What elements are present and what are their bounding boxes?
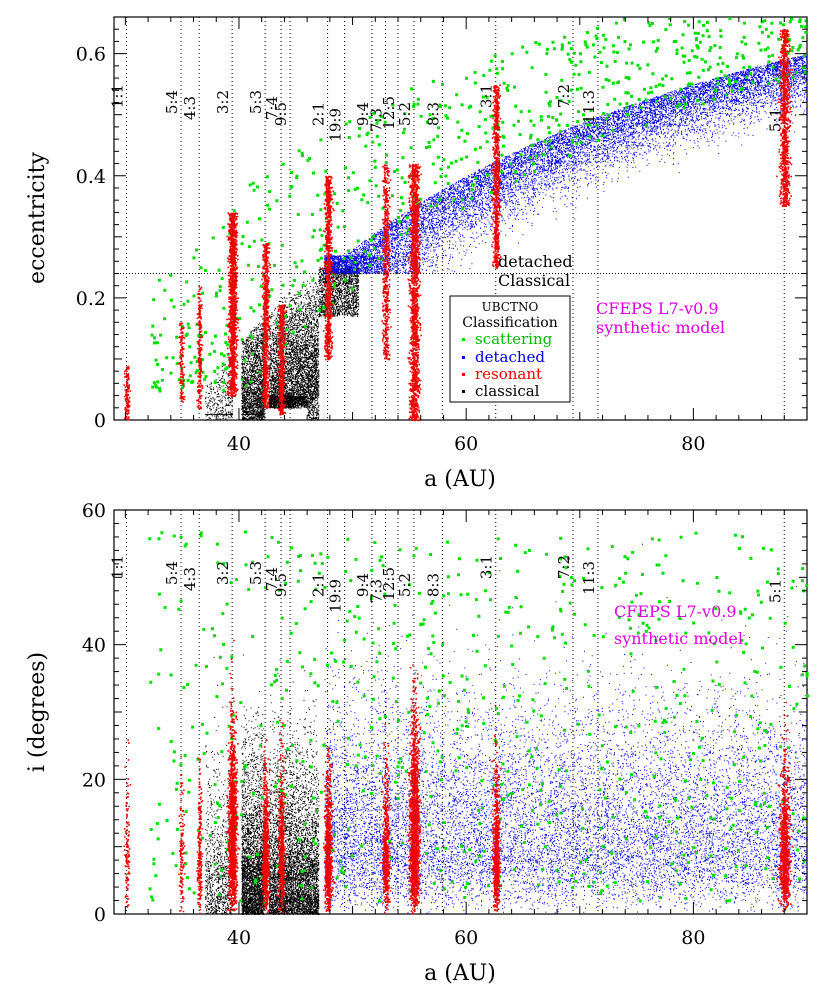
top-y-tick-label: 0 <box>94 410 106 432</box>
bot-resonance-label: 19:9 <box>327 579 345 613</box>
top-y-tick-label: 0.6 <box>76 44 106 66</box>
bottom-resonance-labels: 1:1 5:4 4:3 3:2 5:37:49:5 2:1 19:9 9:47:312:55:… <box>108 555 784 613</box>
top-resonance-label: 7:3 <box>368 108 386 132</box>
legend-title-1: UBCTNO <box>482 300 539 314</box>
bot-x-tick-label: 40 <box>227 927 251 949</box>
region-label-detached: detached <box>498 252 573 271</box>
top-resonance-label: 7:2 <box>555 84 573 108</box>
bot-y-tick-label: 20 <box>82 769 106 791</box>
bot-x-tick-label: 60 <box>454 927 478 949</box>
top-resonance-labels: 1:1 5:4 4:3 3:2 5:37:49:5 2:1 19:9 9:47:312:55:… <box>108 84 784 142</box>
bot-resonance-label: 11:3 <box>580 561 598 595</box>
bottom-scatter-points <box>148 530 810 915</box>
legend-entry-detached: detached <box>462 348 545 366</box>
point-cloud-000000 <box>204 654 320 915</box>
legend-marker-resonant <box>462 373 465 376</box>
bot-resonance-label: 5:1 <box>766 579 784 603</box>
top-resonance-label: 5:3 <box>247 90 265 114</box>
bot-resonance-label: 8:3 <box>424 573 442 597</box>
top-x-axis-title: a (AU) <box>424 467 496 492</box>
bottom-model-label-line2: synthetic model <box>614 629 743 648</box>
bot-resonance-label: 4:3 <box>181 567 199 591</box>
top-resonance-label: 8:3 <box>424 102 442 126</box>
bot-y-tick-label: 0 <box>94 904 106 926</box>
point-cloud-00dd00 <box>148 530 810 904</box>
top-x-tick-label: 80 <box>681 433 705 455</box>
bot-resonance-label: 9:4 <box>354 573 372 597</box>
top-resonance-label: 9:4 <box>354 102 372 126</box>
legend-entry-classical: classical <box>462 382 540 400</box>
bot-resonance-label: 2:1 <box>310 573 328 597</box>
legend-entry-scattering: scattering <box>462 330 553 348</box>
top-resonance-label: 19:9 <box>327 108 345 142</box>
top-x-ticks: 40 60 80 <box>124 17 808 455</box>
bot-resonance-label: 3:1 <box>478 555 496 579</box>
top-x-tick-label: 60 <box>454 433 478 455</box>
legend-label-detached: detached <box>475 348 545 366</box>
top-resonance-label: 3:2 <box>214 90 232 114</box>
bottom-model-label-line1: CFEPS L7-v0.9 <box>614 602 737 621</box>
legend-title-2: Classification <box>462 315 557 331</box>
top-resonance-label: 11:3 <box>580 90 598 124</box>
top-resonance-label: 12:5 <box>380 96 398 130</box>
bot-resonance-label: 5:2 <box>396 573 414 597</box>
legend: UBCTNO Classification scattering detache… <box>449 295 571 403</box>
top-resonance-label: 3:1 <box>478 84 496 108</box>
top-resonance-label: 7:4 <box>263 96 281 120</box>
point-cloud-0000dd <box>324 54 808 275</box>
bot-resonance-label: 12:5 <box>380 567 398 601</box>
bottom-y-ticks: 0 20 40 60 <box>82 500 807 926</box>
top-resonance-label: 9:5 <box>272 102 290 126</box>
bot-y-tick-label: 40 <box>82 635 106 657</box>
legend-label-resonant: resonant <box>475 365 542 383</box>
bottom-resonant-bands <box>123 639 794 915</box>
legend-marker-detached <box>462 356 465 359</box>
eccentricity-panel: 1:1 5:4 4:3 3:2 5:37:49:5 2:1 19:9 9:47:312:55:… <box>25 16 808 492</box>
point-cloud-ee0000 <box>123 639 794 915</box>
bot-resonance-label: 7:4 <box>263 567 281 591</box>
bottom-y-axis-title: i (degrees) <box>25 652 50 772</box>
legend-label-classical: classical <box>475 382 540 400</box>
bottom-x-axis-title: a (AU) <box>424 961 496 986</box>
bot-resonance-label: 7:2 <box>555 555 573 579</box>
top-y-axis-title: eccentricity <box>25 151 50 283</box>
bot-resonance-label: 5:3 <box>247 561 265 585</box>
top-resonance-label: 5:1 <box>766 108 784 132</box>
legend-label-scattering: scattering <box>475 330 553 348</box>
legend-marker-classical <box>462 390 465 393</box>
top-model-label-line2: synthetic model <box>596 318 725 337</box>
point-cloud-00dd00 <box>150 17 808 393</box>
top-y-tick-label: 0.2 <box>76 288 106 310</box>
top-y-tick-label: 0.4 <box>76 166 106 188</box>
legend-marker-scattering <box>462 338 465 341</box>
legend-box <box>449 295 571 403</box>
top-x-tick-label: 40 <box>227 433 251 455</box>
bot-y-tick-label: 60 <box>82 500 106 522</box>
top-resonance-label: 4:3 <box>181 96 199 120</box>
top-resonance-label: 5:4 <box>163 90 181 114</box>
bot-x-tick-label: 80 <box>681 927 705 949</box>
inclination-panel: 1:1 5:4 4:3 3:2 5:37:49:5 2:1 19:9 9:47:312:55:… <box>25 500 810 986</box>
bot-resonance-label: 9:5 <box>272 573 290 597</box>
top-resonance-label: 1:1 <box>108 84 126 108</box>
top-y-ticks: 0 0.2 0.4 0.6 <box>76 16 807 432</box>
bot-resonance-label: 1:1 <box>108 555 126 579</box>
region-label-classical: Classical <box>498 271 570 290</box>
bot-resonance-label: 3:2 <box>214 561 232 585</box>
top-model-label-line1: CFEPS L7-v0.9 <box>596 299 719 318</box>
bottom-x-ticks: 40 60 80 <box>124 510 808 949</box>
top-plot-frame <box>113 16 808 421</box>
bot-resonance-label: 7:3 <box>368 579 386 603</box>
top-resonance-label: 2:1 <box>310 102 328 126</box>
top-resonance-label: 5:2 <box>396 102 414 126</box>
bot-resonance-label: 5:4 <box>163 561 181 585</box>
legend-entry-resonant: resonant <box>462 365 542 383</box>
